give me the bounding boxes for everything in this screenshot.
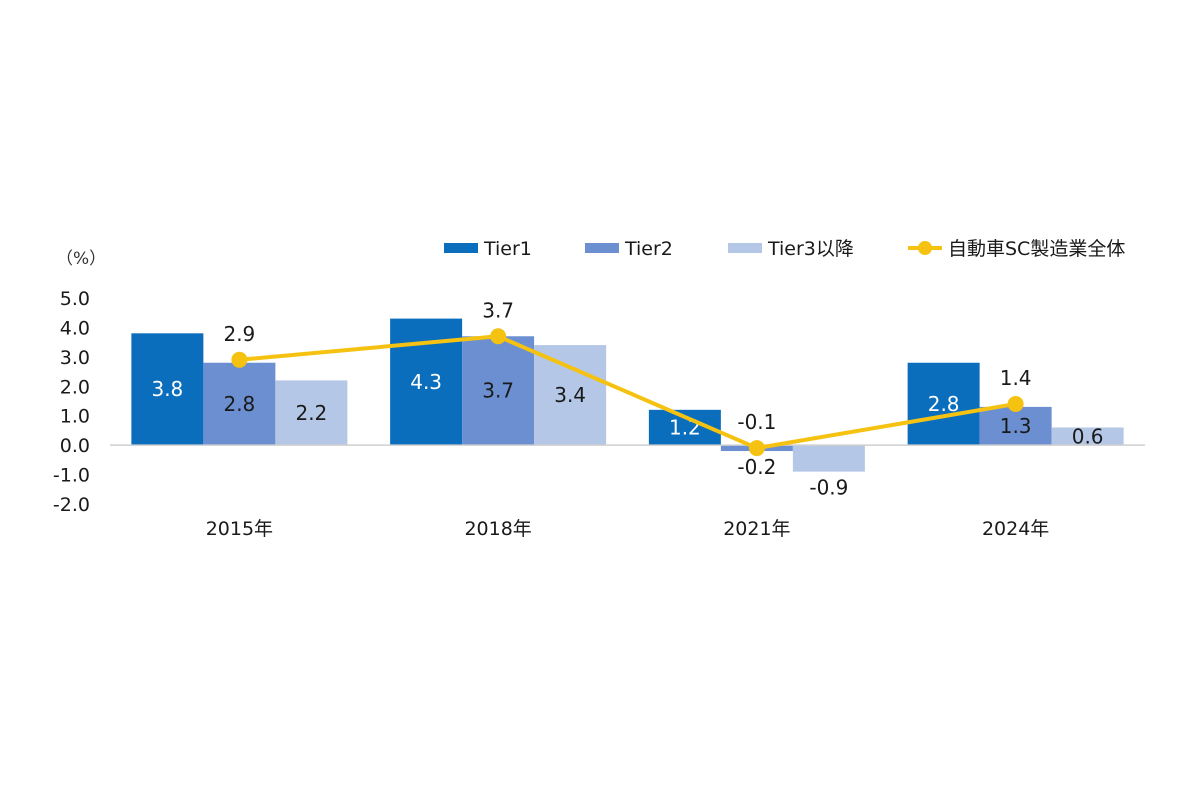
data-label: 4.3: [410, 370, 442, 394]
y-tick-label: -2.0: [53, 494, 90, 516]
y-tick-label: 0.0: [60, 435, 90, 457]
data-label: 1.3: [1000, 414, 1032, 438]
data-label: 3.8: [151, 377, 183, 401]
y-tick-label: -1.0: [53, 465, 90, 487]
data-label: 2.8: [928, 392, 960, 416]
data-label: 2.2: [295, 401, 327, 425]
bar-tier3--1: [534, 345, 607, 446]
data-label: -0.9: [809, 476, 848, 500]
y-tick-label: 2.0: [60, 376, 90, 398]
data-label: -0.2: [737, 455, 776, 479]
legend-swatch: [728, 243, 762, 253]
legend-label: Tier3以降: [767, 238, 854, 260]
data-label: 2.8: [223, 392, 255, 416]
data-label: 3.7: [482, 298, 514, 322]
line-point: [231, 351, 248, 368]
legend-label: Tier2: [624, 238, 673, 260]
bar-tier2-3: [979, 406, 1052, 446]
legend-item: 自動車SC製造業全体: [908, 238, 1125, 260]
data-label: 3.7: [482, 379, 514, 403]
y-tick-label: 3.0: [60, 347, 90, 369]
data-label: 0.6: [1072, 424, 1104, 448]
bar-tier2-0: [203, 362, 276, 446]
bar-tier2-1: [462, 336, 535, 446]
line-path: [239, 334, 1016, 451]
y-tick-label: 4.0: [60, 317, 90, 339]
bar-tier1-0: [131, 333, 204, 446]
x-axis: 2015年 2018年 2021年 2024年: [206, 518, 1050, 540]
data-label: 2.9: [223, 322, 255, 346]
line-series: 2.9 3.7 -0.1 1.4: [223, 298, 1032, 457]
legend-item: Tier2: [585, 238, 673, 260]
line-point: [748, 440, 765, 457]
legend-swatch: [585, 243, 619, 253]
legend-label: Tier1: [483, 238, 532, 260]
x-tick-label: 2024年: [982, 518, 1049, 540]
bar-tier3--3: [1051, 427, 1124, 446]
legend-item: Tier3以降: [728, 238, 854, 260]
legend-label: 自動車SC製造業全体: [948, 238, 1125, 260]
x-tick-label: 2015年: [206, 518, 273, 540]
legend-item: Tier1: [444, 238, 532, 260]
y-tick-label: 5.0: [60, 288, 90, 310]
x-tick-label: 2021年: [723, 518, 790, 540]
line-point: [490, 328, 507, 345]
data-label: -0.1: [737, 410, 776, 434]
y-unit-label: （%）: [56, 249, 106, 269]
bars: 3.8 4.31.22.82.83.7-0.21.32.23.4-0.90.6: [131, 318, 1124, 500]
data-label: 3.4: [554, 383, 586, 407]
bar-tier3--2: [792, 445, 865, 472]
legend-marker: [918, 241, 932, 255]
legend-swatch: [444, 243, 478, 253]
data-label: 1.4: [1000, 366, 1032, 390]
y-axis: 5.0 4.0 3.0 2.0 1.0 0.0 -1.0 -2.0: [53, 288, 90, 516]
bar-tier1-3: [907, 362, 980, 446]
y-tick-label: 1.0: [60, 406, 90, 428]
legend: Tier1 Tier2 Tier3以降 自動車SC製造業全体: [444, 238, 1125, 260]
line-point: [1007, 395, 1024, 412]
x-tick-label: 2018年: [464, 518, 531, 540]
bar-tier3--0: [275, 380, 348, 446]
